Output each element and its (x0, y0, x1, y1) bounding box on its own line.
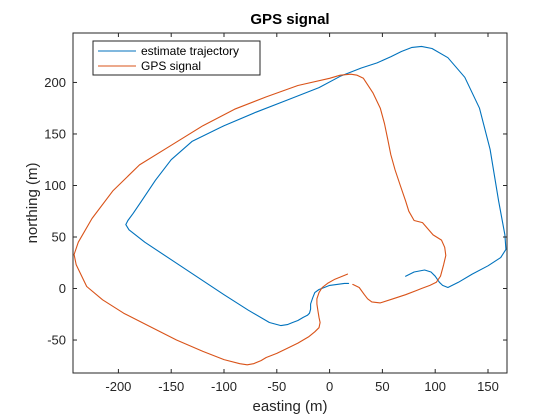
y-axis-label: northing (m) (24, 163, 41, 244)
x-tick-label: -100 (211, 379, 237, 394)
y-tick-label: 50 (52, 230, 66, 245)
legend-label-gps: GPS signal (141, 59, 201, 73)
x-axis-label: easting (m) (252, 398, 327, 415)
axes-box (72, 32, 508, 374)
x-tick-label: 50 (375, 379, 389, 394)
x-tick-label: 100 (424, 379, 446, 394)
y-tick-label: 0 (59, 281, 66, 296)
estimate-trajectory-line (125, 45, 507, 327)
x-tick-label: -150 (158, 379, 184, 394)
y-tick-label: 150 (44, 126, 66, 141)
plot-area (73, 45, 507, 366)
x-tick-label: 150 (477, 379, 499, 394)
y-tick-label: 200 (44, 75, 66, 90)
legend-box (92, 40, 261, 76)
x-axis: -200 -150 -100 -50 0 50 100 150 (105, 33, 499, 394)
y-tick-label: 100 (44, 178, 66, 193)
gps-signal-line (73, 73, 447, 366)
legend: estimate trajectory GPS signal (92, 40, 261, 76)
y-tick-label: -50 (47, 333, 66, 348)
y-axis: -50 0 50 100 150 200 (44, 75, 507, 348)
chart-title: GPS signal (250, 11, 329, 28)
x-tick-label: -50 (267, 379, 286, 394)
legend-label-estimate: estimate trajectory (141, 44, 239, 58)
x-tick-label: -200 (105, 379, 131, 394)
x-tick-label: 0 (326, 379, 333, 394)
